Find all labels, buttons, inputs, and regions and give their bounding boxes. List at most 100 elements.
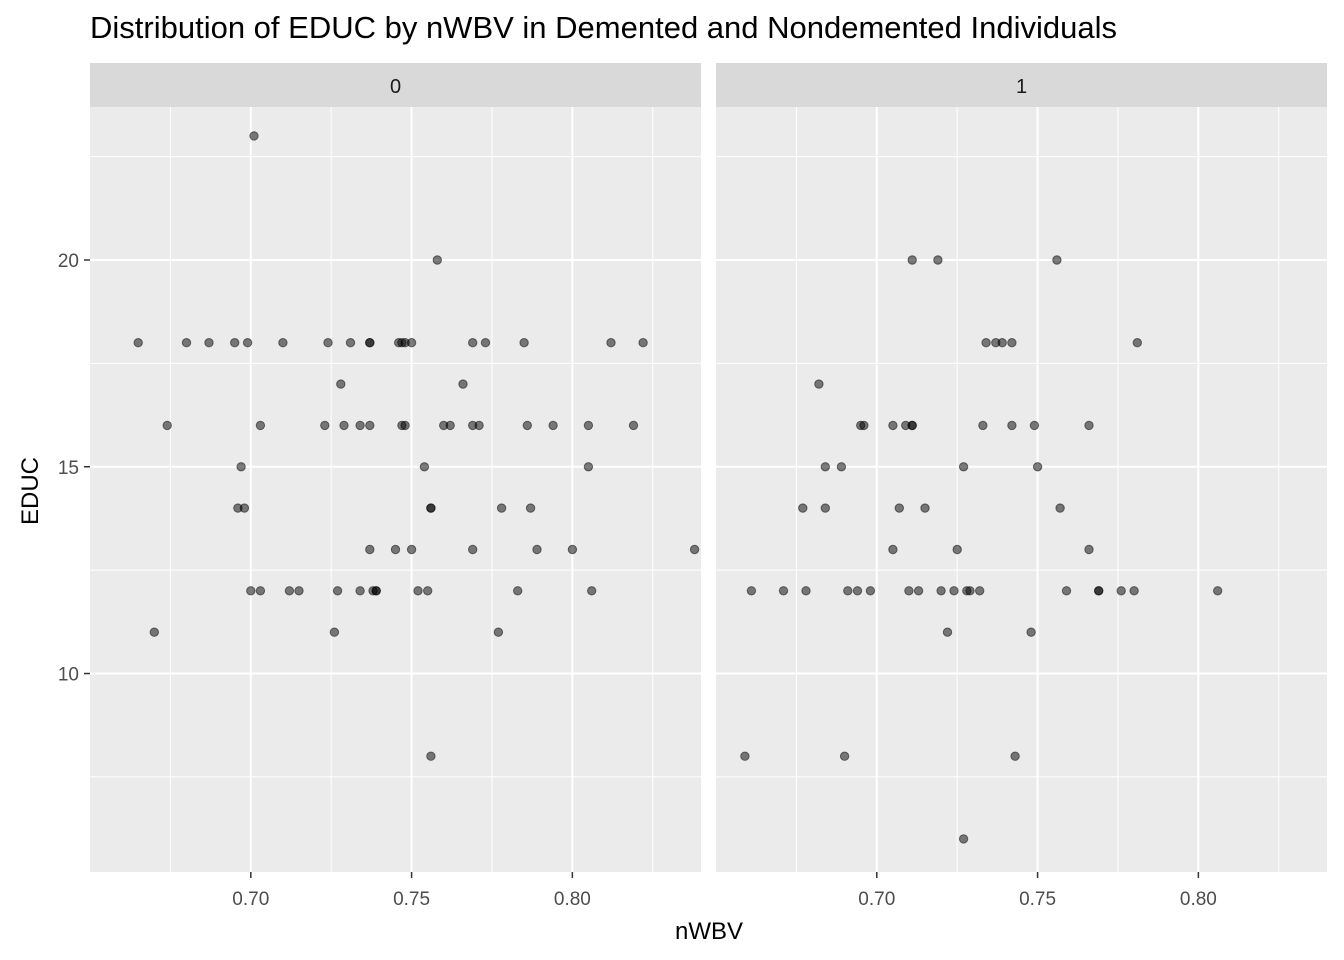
data-point (894, 503, 904, 513)
data-point (859, 420, 869, 431)
data-point (458, 379, 468, 389)
data-point (522, 420, 532, 431)
data-point (836, 462, 847, 472)
data-point (913, 586, 924, 596)
facet-strip-label: 1 (1016, 76, 1027, 98)
data-point (284, 586, 295, 596)
data-point (355, 586, 365, 596)
data-point (365, 420, 375, 431)
data-point (400, 420, 410, 431)
x-tick-label: 0.75 (393, 889, 430, 910)
data-point (320, 420, 330, 431)
data-point (1116, 586, 1126, 596)
data-point (936, 586, 946, 596)
data-point (480, 338, 491, 348)
data-point (952, 544, 962, 555)
x-tick-label: 0.75 (1019, 889, 1056, 910)
data-point (933, 255, 943, 265)
data-point (1084, 544, 1094, 555)
data-point (336, 379, 346, 389)
data-point (390, 544, 401, 555)
data-point (587, 586, 597, 596)
data-point (406, 338, 417, 348)
data-point (532, 544, 542, 555)
facet-panel-0: 0 (90, 63, 701, 872)
data-point (798, 503, 808, 513)
data-point (1129, 586, 1139, 596)
data-point (907, 420, 917, 431)
data-point (406, 544, 417, 555)
data-point (888, 544, 898, 555)
y-tick-label: 10 (58, 665, 79, 686)
data-point (958, 462, 969, 472)
data-point (242, 338, 253, 348)
data-point (345, 338, 356, 348)
y-tick-label: 15 (58, 458, 79, 479)
data-point (239, 503, 250, 513)
data-point (888, 420, 898, 431)
data-point (548, 420, 558, 431)
data-point (981, 338, 991, 348)
data-point (426, 751, 436, 761)
data-point (468, 544, 478, 555)
data-point (606, 338, 616, 348)
facet-panel-1: 1 (716, 63, 1327, 872)
chart-title: Distribution of EDUC by nWBV in Demented… (90, 10, 1117, 45)
data-point (423, 586, 433, 596)
data-point (445, 420, 455, 431)
panel-background (716, 107, 1327, 872)
data-point (371, 586, 381, 596)
data-point (852, 586, 863, 596)
data-point (413, 586, 423, 596)
data-point (975, 586, 985, 596)
data-point (820, 503, 830, 513)
data-point (255, 420, 266, 431)
data-point (583, 462, 594, 472)
data-point (332, 586, 343, 596)
data-point (628, 420, 639, 431)
data-point (904, 586, 914, 596)
data-point (329, 627, 340, 637)
data-point (181, 338, 192, 348)
data-point (493, 627, 504, 637)
data-point (468, 338, 478, 348)
data-point (865, 586, 876, 596)
data-point (942, 627, 953, 637)
data-point (978, 420, 988, 431)
panel-background (90, 107, 701, 872)
data-point (1032, 462, 1043, 472)
data-point (432, 255, 442, 265)
data-point (801, 586, 811, 596)
data-point (419, 462, 430, 472)
facet-strip (90, 63, 701, 107)
data-point (496, 503, 507, 513)
data-point (133, 338, 143, 348)
x-axis-title: nWBV (675, 918, 743, 945)
data-point (426, 503, 436, 513)
data-point (323, 338, 333, 348)
y-axis: 10 15 20 (58, 251, 90, 686)
data-point (920, 503, 930, 513)
data-point (814, 379, 824, 389)
data-point (278, 338, 288, 348)
data-point (778, 586, 789, 596)
data-point (246, 586, 256, 596)
data-point (149, 627, 160, 637)
data-point (204, 338, 214, 348)
y-tick-label: 20 (58, 251, 79, 272)
data-point (474, 420, 484, 431)
data-point (236, 462, 246, 472)
data-point (583, 420, 594, 431)
x-tick-label: 0.80 (1180, 889, 1217, 910)
facet-strip (716, 63, 1327, 107)
data-point (1029, 420, 1040, 431)
x-tick-label: 0.70 (858, 889, 895, 910)
data-point (965, 586, 975, 596)
data-point (997, 338, 1007, 348)
data-point (1052, 255, 1062, 265)
data-point (958, 834, 969, 844)
data-point (1084, 420, 1094, 431)
data-point (1007, 338, 1017, 348)
data-point (365, 338, 375, 348)
